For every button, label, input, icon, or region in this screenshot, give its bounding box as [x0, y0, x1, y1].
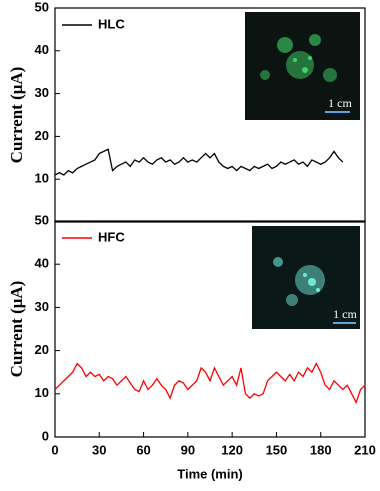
- y-tick-label: 10: [35, 385, 49, 400]
- x-tick-label: 120: [221, 442, 243, 457]
- legend-label: HFC: [98, 229, 125, 244]
- data-line: [54, 148, 344, 176]
- y-tick-label: 20: [35, 342, 49, 357]
- y-tick-label: 50: [35, 0, 49, 14]
- y-axis-label: Current (μA): [7, 281, 26, 378]
- y-tick-label: 30: [35, 85, 49, 100]
- y-tick-label: 40: [35, 42, 49, 57]
- inset-scale-label: 1 cm: [333, 307, 357, 321]
- x-tick-label: 210: [354, 442, 376, 457]
- x-tick-label: 90: [181, 442, 195, 457]
- inset-image: [252, 226, 360, 329]
- x-tick-label: 0: [51, 442, 58, 457]
- y-tick-label: 0: [42, 428, 49, 443]
- y-axis-label: Current (μA): [7, 67, 26, 164]
- plot-frame: [54, 220, 366, 438]
- y-tick-label: 40: [35, 256, 49, 271]
- y-tick-label: 50: [35, 212, 49, 227]
- x-tick-label: 180: [310, 442, 332, 457]
- y-tick-label: 10: [35, 171, 49, 186]
- inset-image: [245, 12, 360, 120]
- x-tick-label: 60: [136, 442, 150, 457]
- plot-frame: [54, 7, 366, 223]
- x-tick-label: 150: [266, 442, 288, 457]
- x-axis-label: Time (min): [177, 466, 243, 481]
- y-tick-label: 30: [35, 299, 49, 314]
- legend-label: HLC: [98, 16, 125, 31]
- inset-scale-label: 1 cm: [328, 96, 352, 110]
- data-line: [54, 362, 366, 405]
- y-tick-label: 20: [35, 128, 49, 143]
- x-tick-label: 30: [92, 442, 106, 457]
